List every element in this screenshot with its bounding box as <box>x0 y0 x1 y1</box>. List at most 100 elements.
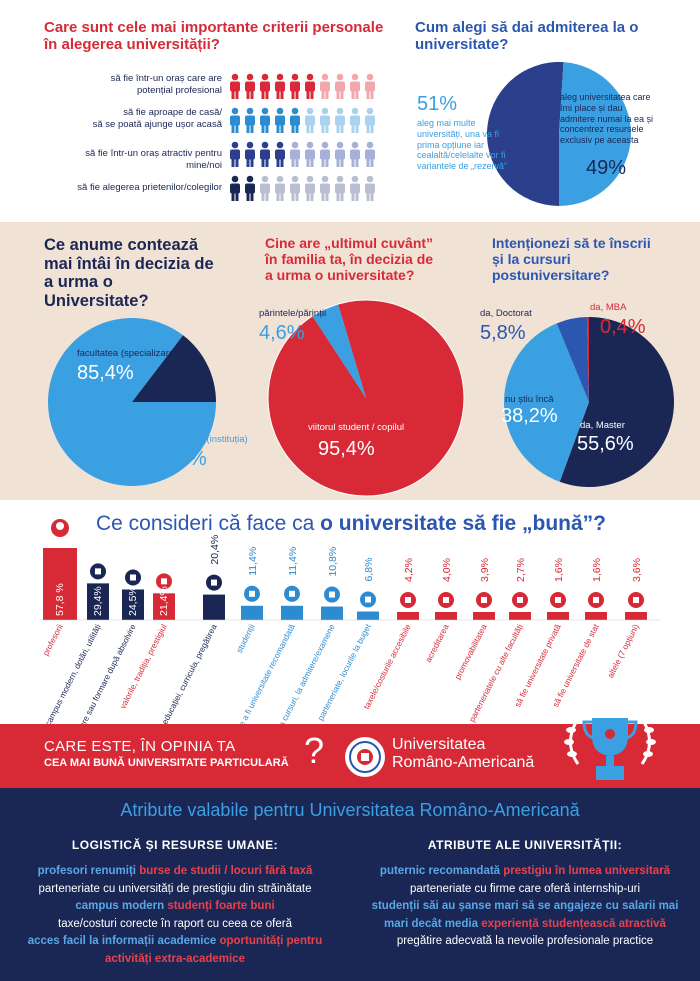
tree-icon <box>156 573 172 590</box>
q3-a-pct: 85,4% <box>77 362 134 384</box>
q1-people-icons <box>230 141 375 167</box>
bar <box>281 605 303 620</box>
attribute-line: activități extra-academice <box>105 952 245 965</box>
bar <box>473 612 495 620</box>
bar <box>547 612 569 620</box>
university-seal-icon <box>345 737 385 777</box>
attributes-title: Atribute valabile pentru Universitatea R… <box>120 800 580 820</box>
person-icon <box>320 107 330 133</box>
person-icon <box>350 141 360 167</box>
person-icon <box>350 175 360 201</box>
document-pen-icon <box>476 592 492 608</box>
banner: CARE ESTE, ÎN OPINIA TA CEA MAI BUNĂ UNI… <box>0 718 700 788</box>
person-icon <box>365 107 375 133</box>
star-badge-icon <box>284 585 300 602</box>
bar-category-label: taxele/costurile accesibile <box>361 622 413 711</box>
attribute-line: parteneriate cu universități de prestigi… <box>38 882 312 895</box>
bar-value-label: 29,4% <box>92 586 104 616</box>
attribute-line: puternic recomandată prestigiu în lumea … <box>379 865 671 877</box>
person-icon <box>290 107 300 133</box>
bar-category-label: burse, parteneriate, locurile la buget <box>304 622 373 724</box>
q2-slice <box>559 62 631 206</box>
q3-a-label: facultatea (specializarea) <box>77 348 183 359</box>
q1-row-label: să fie într-un oraș care are potențial pr… <box>110 73 222 96</box>
person-icon <box>245 141 255 167</box>
q2-right-label: aleg universitatea care îmi place și dau a… <box>560 92 654 146</box>
person-icon <box>275 141 285 167</box>
q5-a-label: da, Master <box>580 420 625 431</box>
q5-slice <box>586 317 589 402</box>
person-icon <box>290 141 300 167</box>
bar-category-label: profesorii <box>40 622 64 657</box>
bar <box>435 612 457 620</box>
q4-title: Cine are „ultimul cuvânt” în familia ta, … <box>265 235 434 283</box>
books-icon <box>206 574 222 591</box>
person-icon <box>290 175 300 201</box>
runner-icon <box>125 569 141 586</box>
bar-value-label: 2,7% <box>515 558 527 582</box>
q3-b-label: universitatea (instituția) <box>150 434 248 445</box>
q2-pie <box>486 62 631 206</box>
q5-slice <box>556 317 589 402</box>
bar <box>321 606 343 620</box>
q5-pie <box>504 317 674 487</box>
person-icon <box>230 175 240 201</box>
person-icon <box>245 73 255 99</box>
person-icon <box>260 107 270 133</box>
q5-b-label: nu știu încă <box>505 394 554 405</box>
q5-c-pct: 5,8% <box>480 322 526 344</box>
q1-people-icons <box>230 73 375 99</box>
q5-c-label: da, Doctorat <box>480 308 532 319</box>
attribute-line: taxe/costuri corecte în raport cu ceea c… <box>58 917 292 930</box>
q2-title: Cum alegi să dai admiterea la o universi… <box>415 19 639 53</box>
left-heading: LOGISTICĂ ȘI RESURSE UMANE: <box>71 838 279 852</box>
bar <box>87 583 109 620</box>
person-icon <box>350 107 360 133</box>
bar <box>397 612 419 620</box>
bar-value-label: 4,0% <box>441 558 453 582</box>
bar <box>509 612 531 620</box>
coins-icon <box>400 592 416 608</box>
bar <box>585 612 607 620</box>
target-icon <box>324 586 340 603</box>
q1-row-label: să fie aproape de casă/să se poată ajung… <box>92 107 222 130</box>
attribute-line: pregătire adecvată la nevoile profesiona… <box>396 935 654 947</box>
trophy-icon <box>564 718 656 780</box>
bar-category-label: promovabilitatea <box>452 622 489 681</box>
q2-left-pct: 51% <box>417 93 458 115</box>
q5-slice <box>559 317 674 487</box>
bar-value-label: 20,4% <box>209 535 221 565</box>
q4-a-pct: 95,4% <box>318 438 375 460</box>
person-icon <box>320 141 330 167</box>
bar <box>153 593 175 620</box>
person-icon <box>320 175 330 201</box>
bar <box>625 612 647 620</box>
person-icon <box>305 175 315 201</box>
hand-coin-icon <box>360 591 376 608</box>
person-icon <box>230 141 240 167</box>
bar-category-label: acreditarea <box>423 622 451 664</box>
person-icon <box>245 107 255 133</box>
person-icon <box>305 73 315 99</box>
bar-value-label: 21,4% <box>158 586 170 616</box>
graduate-icon <box>244 585 260 602</box>
attribute-line: studenții săi au șanse mari să se angaje… <box>371 900 679 912</box>
person-icon <box>260 175 270 201</box>
banner-line1: CARE ESTE, ÎN OPINIA TA <box>44 738 236 755</box>
person-icon <box>275 107 285 133</box>
person-icon <box>275 175 285 201</box>
attribute-line: mari decât media experiență studențească… <box>384 917 666 930</box>
bar-value-label: 3,9% <box>479 558 491 582</box>
section-criteria: Care sunt cele mai importante criterii p… <box>0 0 700 222</box>
section-good-university: Ce consideri că face ca o universitate s… <box>0 500 700 724</box>
attribute-line: acces facil la informații academice opor… <box>27 935 323 947</box>
bar-value-label: 6,8% <box>363 558 375 582</box>
q4-slice <box>312 304 366 398</box>
building-icon <box>90 563 106 580</box>
person-icon <box>335 175 345 201</box>
university-name: Universitatea Româno-Americană <box>392 736 535 772</box>
q3-b-pct: 14,6% <box>150 448 207 470</box>
q5-slice <box>504 323 589 482</box>
q1-people-icons <box>230 175 375 201</box>
person-icon <box>335 141 345 167</box>
